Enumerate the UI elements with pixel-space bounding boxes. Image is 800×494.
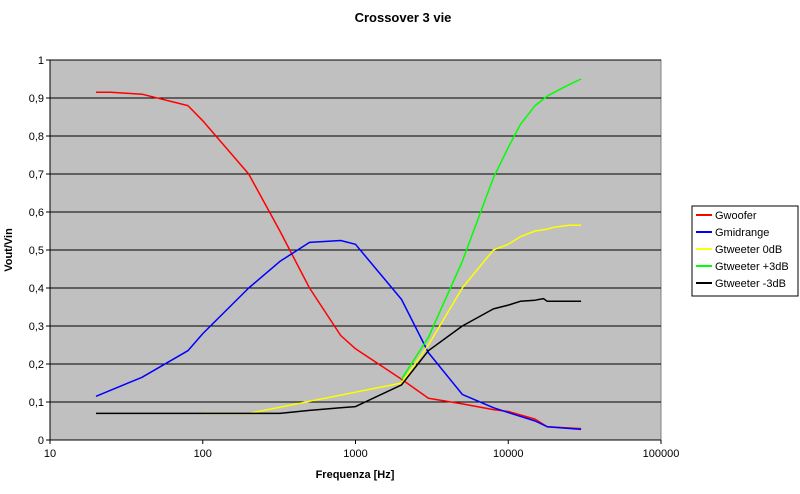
legend: Gwoofer Gmidrange Gtweeter 0dB Gtweeter +3d… (691, 205, 799, 297)
y-tick-label: 0,6 (29, 207, 44, 219)
legend-label-gtweeter-3db: Gtweeter -3dB (715, 278, 786, 290)
series-lines (95, 78, 582, 431)
x-tick-label: 100000 (643, 448, 680, 460)
y-tick-label: 1 (38, 55, 44, 67)
series-line-gwoofer (96, 91, 582, 430)
y-axis: 0 0,1 0,2 0,3 0,4 0,5 0,6 0,7 0,8 0,9 1 (29, 55, 50, 447)
x-tick-label: 10 (44, 448, 56, 460)
series-line-gtweeter-3db (400, 78, 582, 380)
gridlines (50, 59, 661, 403)
legend-label-gwoofer: Gwoofer (715, 210, 757, 222)
x-tick-label: 100 (194, 448, 212, 460)
chart-title: Crossover 3 vie (355, 10, 452, 25)
legend-label-gtweeter-3db: Gtweeter +3dB (715, 261, 789, 273)
legend-label-gmidrange: Gmidrange (715, 227, 769, 239)
y-tick-label: 0,5 (29, 245, 44, 257)
y-tick-label: 0,9 (29, 93, 44, 105)
legend-label-gtweeter-0db: Gtweeter 0dB (715, 244, 782, 256)
series-line-gtweeter-0db (202, 224, 582, 415)
y-tick-label: 0,1 (29, 397, 44, 409)
y-tick-label: 0,3 (29, 321, 44, 333)
y-tick-label: 0,4 (29, 283, 44, 295)
y-tick-label: 0,7 (29, 169, 44, 181)
y-tick-label: 0 (38, 435, 44, 447)
series-line-gtweeter-3db (96, 297, 582, 415)
legend-box (691, 205, 799, 297)
y-tick-label: 0,2 (29, 359, 44, 371)
y-axis-title: Vout/Vin (3, 228, 15, 272)
x-axis-title: Frequenza [Hz] (316, 469, 395, 481)
x-axis: 10 100 1000 10000 100000 (44, 60, 679, 460)
x-tick-label: 10000 (493, 448, 524, 460)
series-line-gmidrange (95, 239, 582, 431)
y-tick-label: 0,8 (29, 131, 44, 143)
x-tick-label: 1000 (343, 448, 367, 460)
